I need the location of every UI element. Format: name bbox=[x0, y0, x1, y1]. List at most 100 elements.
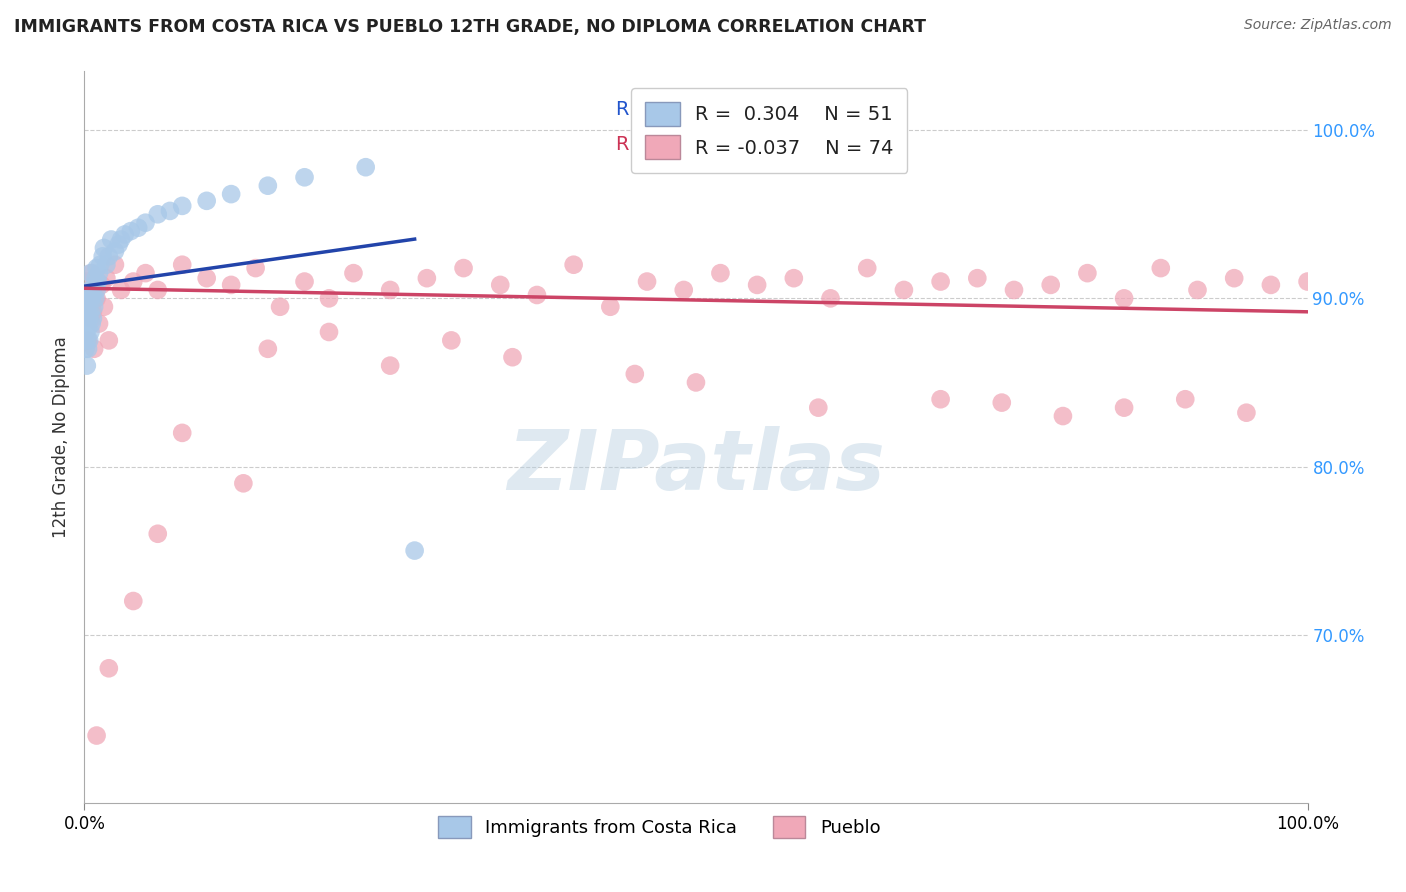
Point bbox=[807, 401, 830, 415]
Point bbox=[80, 266, 103, 280]
Point bbox=[929, 392, 952, 407]
Point bbox=[1150, 261, 1173, 276]
Point bbox=[1114, 401, 1136, 415]
Point bbox=[624, 367, 647, 381]
Point bbox=[75, 325, 97, 339]
Point bbox=[110, 233, 132, 247]
Point bbox=[219, 277, 242, 292]
Point bbox=[135, 216, 157, 230]
Point bbox=[86, 261, 108, 276]
Point bbox=[104, 244, 127, 259]
Point bbox=[122, 594, 145, 608]
Point bbox=[404, 543, 426, 558]
Point bbox=[75, 308, 97, 322]
Point bbox=[87, 266, 110, 280]
Point bbox=[502, 350, 524, 364]
Text: R =  0.304: R = 0.304 bbox=[616, 100, 721, 119]
Point bbox=[82, 305, 104, 319]
Point bbox=[96, 271, 118, 285]
Point bbox=[77, 300, 100, 314]
Point bbox=[489, 277, 512, 292]
Point bbox=[172, 258, 194, 272]
Point bbox=[104, 258, 127, 272]
Point bbox=[77, 334, 100, 348]
Point bbox=[1187, 283, 1209, 297]
Point bbox=[86, 729, 108, 743]
Point bbox=[195, 271, 218, 285]
Point bbox=[636, 275, 658, 289]
Point bbox=[127, 220, 149, 235]
Point bbox=[893, 283, 915, 297]
Point bbox=[84, 271, 107, 285]
Point bbox=[269, 300, 291, 314]
Point bbox=[1236, 406, 1258, 420]
Point bbox=[219, 187, 242, 202]
Point bbox=[562, 258, 585, 272]
Point bbox=[76, 308, 98, 322]
Point bbox=[146, 283, 169, 297]
Point bbox=[114, 227, 136, 242]
Point bbox=[77, 321, 100, 335]
Point bbox=[146, 207, 169, 221]
Point bbox=[672, 283, 695, 297]
Point bbox=[120, 224, 142, 238]
Point bbox=[97, 661, 120, 675]
Point bbox=[76, 334, 98, 348]
Point bbox=[79, 283, 101, 297]
Point bbox=[195, 194, 218, 208]
Point bbox=[342, 266, 364, 280]
Point bbox=[84, 291, 107, 305]
Point bbox=[318, 325, 340, 339]
Point bbox=[1039, 277, 1062, 292]
Point bbox=[709, 266, 731, 280]
Point bbox=[97, 334, 120, 348]
Point bbox=[1114, 291, 1136, 305]
Point bbox=[75, 275, 97, 289]
Text: Source: ZipAtlas.com: Source: ZipAtlas.com bbox=[1244, 18, 1392, 32]
Point bbox=[77, 283, 100, 297]
Point bbox=[159, 203, 181, 218]
Point bbox=[1223, 271, 1246, 285]
Point bbox=[294, 170, 316, 185]
Point bbox=[1260, 277, 1282, 292]
Point bbox=[318, 291, 340, 305]
Point bbox=[820, 291, 842, 305]
Point bbox=[77, 311, 100, 326]
Point bbox=[1076, 266, 1098, 280]
Point bbox=[257, 178, 280, 193]
Y-axis label: 12th Grade, No Diploma: 12th Grade, No Diploma bbox=[52, 336, 70, 538]
Point bbox=[1296, 275, 1319, 289]
Point bbox=[783, 271, 806, 285]
Point bbox=[172, 199, 194, 213]
Point bbox=[1052, 409, 1074, 423]
Point bbox=[86, 291, 108, 305]
Point bbox=[245, 261, 267, 276]
Point bbox=[75, 342, 97, 356]
Point bbox=[232, 476, 254, 491]
Point bbox=[929, 275, 952, 289]
Text: R = -0.037: R = -0.037 bbox=[616, 135, 721, 154]
Point bbox=[172, 425, 194, 440]
Point bbox=[79, 266, 101, 280]
Point bbox=[1174, 392, 1197, 407]
Point bbox=[146, 526, 169, 541]
Legend: Immigrants from Costa Rica, Pueblo: Immigrants from Costa Rica, Pueblo bbox=[430, 808, 887, 845]
Point bbox=[76, 317, 98, 331]
Point bbox=[83, 300, 105, 314]
Point bbox=[747, 277, 769, 292]
Point bbox=[110, 283, 132, 297]
Point bbox=[380, 283, 402, 297]
Point bbox=[76, 359, 98, 373]
Point bbox=[93, 241, 115, 255]
Point bbox=[93, 300, 115, 314]
Point bbox=[77, 342, 100, 356]
Point bbox=[599, 300, 621, 314]
Point bbox=[82, 311, 104, 326]
Point bbox=[453, 261, 475, 276]
Point bbox=[83, 342, 105, 356]
Point bbox=[79, 305, 101, 319]
Text: IMMIGRANTS FROM COSTA RICA VS PUEBLO 12TH GRADE, NO DIPLOMA CORRELATION CHART: IMMIGRANTS FROM COSTA RICA VS PUEBLO 12T… bbox=[14, 18, 927, 36]
Text: ZIPatlas: ZIPatlas bbox=[508, 425, 884, 507]
Point bbox=[966, 271, 988, 285]
Point bbox=[135, 266, 157, 280]
